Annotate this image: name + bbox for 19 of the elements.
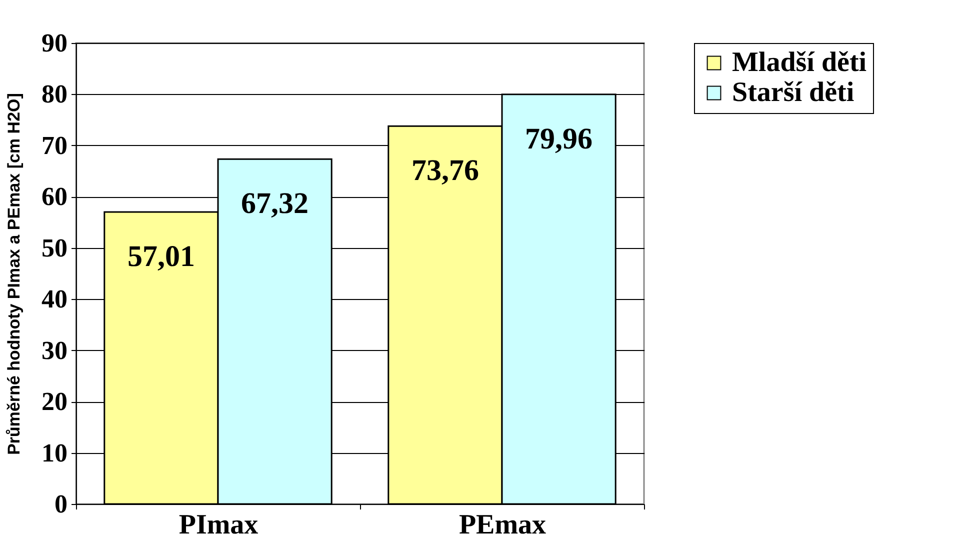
legend-label: Starší děti xyxy=(732,77,854,108)
y-tick-label: 40 xyxy=(42,284,68,314)
y-tick-label: 70 xyxy=(42,130,68,160)
y-tick-label: 50 xyxy=(42,233,68,262)
y-tick-label: 90 xyxy=(42,28,68,58)
data-label: 57,01 xyxy=(127,240,195,273)
x-tick-label: PEmax xyxy=(458,510,546,540)
y-tick-label: 0 xyxy=(54,490,68,518)
y-tick-label: 60 xyxy=(42,182,68,212)
y-axis-title: Průměrné hodnoty PImax a PEmax [cm H2O] xyxy=(4,93,24,455)
y-tick-label: 80 xyxy=(42,80,68,109)
y-tick-label: 10 xyxy=(42,438,68,468)
data-label: 79,96 xyxy=(525,122,593,156)
x-tick-label: PImax xyxy=(178,510,258,540)
y-tick-label: 30 xyxy=(42,336,68,365)
legend-label: Mladší děti xyxy=(732,47,867,78)
y-tick-label: 20 xyxy=(42,387,68,416)
data-label: 67,32 xyxy=(241,187,309,220)
data-label: 73,76 xyxy=(411,154,479,188)
